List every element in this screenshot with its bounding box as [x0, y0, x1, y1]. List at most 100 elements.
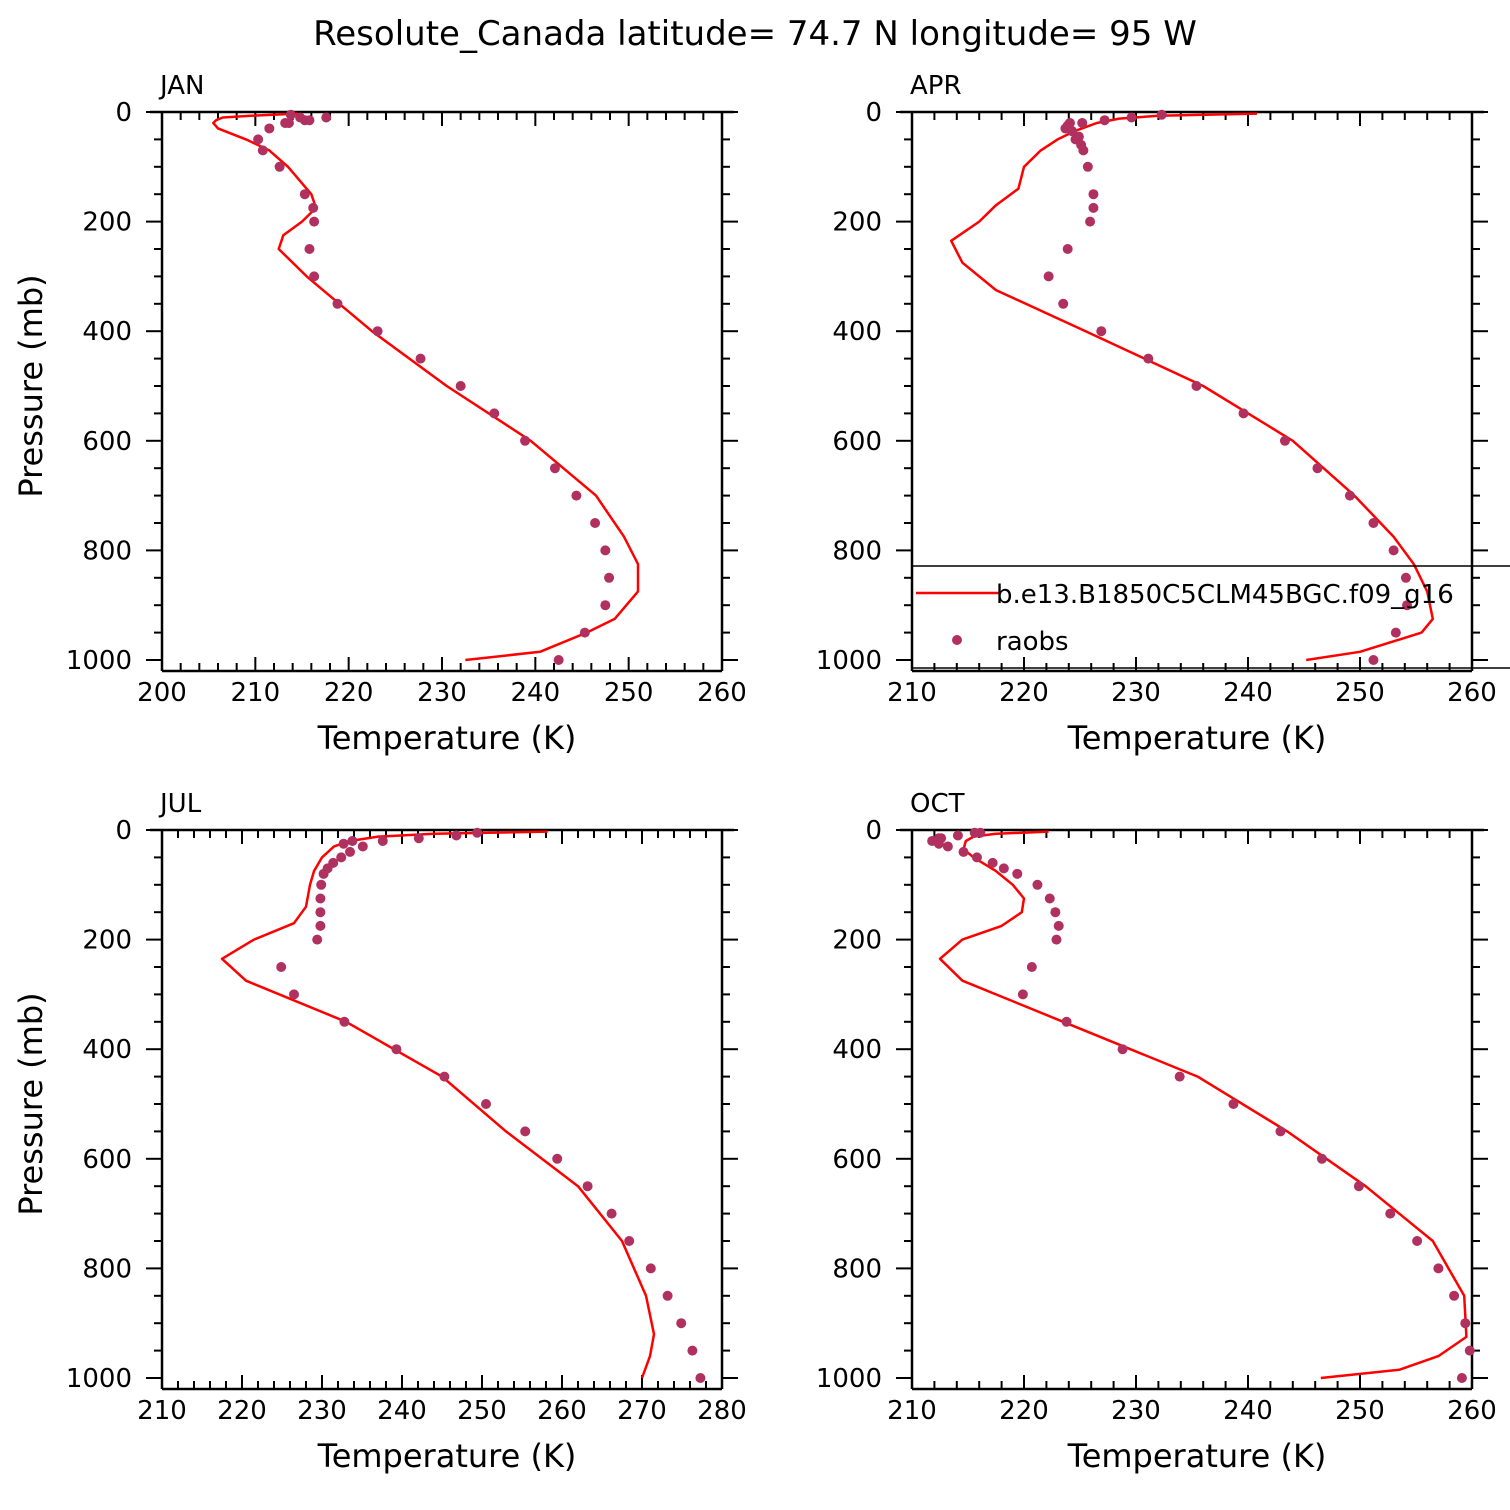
x-tick-label: 240 [1223, 678, 1273, 708]
y-axis-label: Pressure (mb) [12, 992, 50, 1215]
y-axis-label: Pressure (mb) [12, 274, 50, 497]
x-tick-label: 210 [887, 678, 937, 708]
x-tick-label: 280 [697, 1396, 747, 1426]
y-tick-label: 1000 [66, 1364, 132, 1394]
raobs-point [1433, 1263, 1444, 1274]
raobs-point [1412, 1236, 1423, 1246]
raobs-point [1088, 189, 1099, 200]
raobs-point [624, 1236, 635, 1246]
y-tick-label: 200 [82, 926, 132, 956]
raobs-point [377, 835, 388, 846]
y-tick-label: 0 [115, 98, 132, 128]
y-tick-label: 1000 [66, 646, 132, 676]
raobs-point [520, 1126, 531, 1137]
raobs-point [549, 463, 560, 474]
raobs-point [520, 435, 531, 446]
model-line [938, 830, 1468, 1380]
raobs-point [285, 109, 296, 120]
y-tick-label: 800 [82, 536, 132, 566]
raobs-point [347, 835, 358, 846]
raobs-point [1073, 131, 1084, 142]
legend-model-label: b.e13.B1850C5CLM45BGC.f09_g16 [996, 580, 1454, 610]
raobs-point [1156, 109, 1167, 120]
raobs-point [1067, 126, 1078, 137]
y-tick-label: 1000 [816, 1364, 882, 1394]
raobs-point [604, 572, 615, 583]
x-tick-label: 220 [999, 1396, 1049, 1426]
raobs-point [309, 216, 320, 227]
raobs-point [1279, 435, 1290, 446]
panel-title: JUL [158, 789, 202, 819]
x-axis-label: Temperature (K) [317, 1437, 577, 1475]
raobs-point [1026, 962, 1037, 972]
raobs-point [600, 600, 611, 611]
y-tick-label: 600 [832, 1145, 882, 1175]
raobs-point [1460, 1318, 1471, 1329]
raobs-point [451, 830, 462, 841]
raobs-point [1316, 1153, 1327, 1164]
y-tick-label: 800 [832, 536, 882, 566]
raobs-point [971, 852, 982, 863]
y-tick-label: 800 [82, 1254, 132, 1284]
raobs-point [1117, 1044, 1128, 1055]
raobs-point [969, 827, 980, 838]
raobs-point [289, 989, 299, 1000]
raobs-point [1076, 139, 1087, 150]
x-tick-label: 230 [1111, 1396, 1161, 1426]
x-tick-label: 260 [537, 1396, 587, 1426]
x-tick-label: 220 [217, 1396, 267, 1426]
raobs-point [391, 1044, 402, 1055]
raobs-point [1099, 115, 1110, 126]
raobs-point [1088, 202, 1099, 213]
raobs-point [552, 1153, 563, 1164]
raobs-point [933, 833, 944, 844]
y-tick-label: 200 [832, 208, 882, 238]
raobs-point [1061, 1016, 1072, 1027]
raobs-point [1464, 1345, 1475, 1356]
raobs-point [1368, 655, 1379, 665]
raobs-point [687, 1345, 698, 1356]
raobs-point [600, 545, 611, 556]
y-tick-label: 200 [82, 208, 132, 238]
raobs-point [1449, 1290, 1460, 1301]
model-line [220, 830, 656, 1379]
raobs-point [1143, 353, 1154, 364]
raobs-point [952, 830, 963, 841]
x-tick-label: 270 [617, 1396, 667, 1426]
x-tick-label: 260 [1447, 1396, 1497, 1426]
raobs-point [257, 145, 268, 156]
y-tick-label: 600 [82, 1145, 132, 1175]
raobs-point [606, 1208, 617, 1219]
x-tick-label: 250 [604, 678, 654, 708]
raobs-point [1402, 600, 1413, 611]
raobs-point [299, 189, 310, 200]
raobs-point [316, 879, 327, 890]
y-tick-label: 1000 [816, 646, 882, 676]
raobs-point [1017, 989, 1028, 1000]
panel-title: APR [910, 71, 962, 101]
y-tick-label: 400 [82, 317, 132, 347]
raobs-point [1012, 868, 1023, 879]
x-tick-label: 220 [999, 678, 1049, 708]
x-tick-label: 220 [324, 678, 374, 708]
raobs-point [1456, 1373, 1467, 1383]
y-tick-label: 800 [832, 1254, 882, 1284]
raobs-point [1312, 463, 1323, 474]
x-tick-label: 210 [137, 1396, 187, 1426]
raobs-point [318, 868, 329, 879]
raobs-point [1062, 244, 1073, 254]
raobs-point [372, 326, 383, 337]
raobs-point [695, 1373, 706, 1383]
y-tick-label: 200 [832, 926, 882, 956]
panel-title: JAN [158, 71, 204, 101]
raobs-point [987, 857, 998, 868]
raobs-point [274, 161, 285, 172]
x-tick-label: 240 [511, 678, 561, 708]
x-tick-label: 250 [1335, 678, 1385, 708]
x-tick-label: 210 [231, 678, 281, 708]
model-line [212, 112, 640, 662]
raobs-point [579, 627, 590, 638]
raobs-point [253, 134, 264, 145]
x-axis-label: Temperature (K) [1067, 719, 1327, 757]
